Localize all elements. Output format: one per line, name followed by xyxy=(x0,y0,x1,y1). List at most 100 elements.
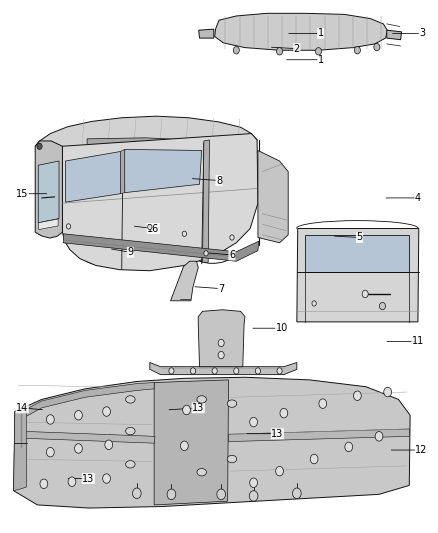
Circle shape xyxy=(312,301,316,306)
Polygon shape xyxy=(35,116,257,165)
Circle shape xyxy=(293,488,301,498)
Ellipse shape xyxy=(197,395,206,403)
Text: 12: 12 xyxy=(415,445,427,455)
Circle shape xyxy=(218,340,224,346)
Circle shape xyxy=(345,442,353,451)
Circle shape xyxy=(68,477,76,487)
Text: 13: 13 xyxy=(192,403,205,413)
Polygon shape xyxy=(202,140,209,262)
Circle shape xyxy=(183,405,191,415)
Text: 14: 14 xyxy=(16,403,28,413)
Polygon shape xyxy=(229,429,409,442)
Circle shape xyxy=(218,351,224,359)
Circle shape xyxy=(310,454,318,464)
Text: 13: 13 xyxy=(271,429,283,439)
Text: 1: 1 xyxy=(318,28,324,38)
Polygon shape xyxy=(199,29,214,38)
Circle shape xyxy=(46,415,54,424)
Text: 10: 10 xyxy=(276,323,288,333)
Circle shape xyxy=(230,235,234,240)
Polygon shape xyxy=(63,134,258,271)
Text: 6: 6 xyxy=(229,250,235,260)
Circle shape xyxy=(277,368,282,374)
Text: 15: 15 xyxy=(16,189,28,199)
Text: 13: 13 xyxy=(82,473,95,483)
Polygon shape xyxy=(14,408,27,491)
Circle shape xyxy=(233,46,239,54)
Text: 11: 11 xyxy=(412,336,424,346)
Text: 16: 16 xyxy=(147,223,159,233)
Circle shape xyxy=(217,489,226,499)
Circle shape xyxy=(353,391,361,400)
Polygon shape xyxy=(38,161,59,223)
Polygon shape xyxy=(387,30,402,39)
Circle shape xyxy=(37,143,42,149)
Circle shape xyxy=(204,251,208,256)
Circle shape xyxy=(276,47,283,55)
Polygon shape xyxy=(15,431,155,443)
Text: 1: 1 xyxy=(318,55,324,64)
Circle shape xyxy=(354,46,360,54)
Polygon shape xyxy=(64,234,259,261)
Polygon shape xyxy=(305,235,409,272)
Polygon shape xyxy=(170,261,198,301)
Circle shape xyxy=(180,441,188,450)
Text: 4: 4 xyxy=(415,193,421,203)
Polygon shape xyxy=(198,310,245,367)
Circle shape xyxy=(148,224,152,230)
Ellipse shape xyxy=(126,427,135,435)
Text: 3: 3 xyxy=(419,28,425,38)
Polygon shape xyxy=(125,149,202,192)
Ellipse shape xyxy=(227,400,237,407)
Polygon shape xyxy=(215,13,388,50)
Polygon shape xyxy=(35,141,63,238)
Text: 7: 7 xyxy=(218,284,224,294)
Circle shape xyxy=(102,407,110,416)
Circle shape xyxy=(362,290,368,297)
Circle shape xyxy=(74,443,82,453)
Circle shape xyxy=(105,440,113,449)
Circle shape xyxy=(167,489,176,499)
Circle shape xyxy=(169,368,174,374)
Text: 5: 5 xyxy=(357,232,363,243)
Circle shape xyxy=(46,447,54,457)
Polygon shape xyxy=(120,149,125,193)
Circle shape xyxy=(249,491,258,501)
Polygon shape xyxy=(15,383,154,422)
Ellipse shape xyxy=(126,461,135,468)
Circle shape xyxy=(384,387,392,397)
Circle shape xyxy=(250,478,258,488)
Ellipse shape xyxy=(227,455,237,463)
Circle shape xyxy=(374,43,380,51)
Circle shape xyxy=(133,488,141,498)
Circle shape xyxy=(276,466,283,476)
Polygon shape xyxy=(39,219,58,230)
Circle shape xyxy=(234,368,239,374)
Polygon shape xyxy=(14,377,410,508)
Polygon shape xyxy=(66,151,120,202)
Circle shape xyxy=(102,474,110,483)
Polygon shape xyxy=(150,362,297,375)
Circle shape xyxy=(319,399,327,408)
Circle shape xyxy=(40,479,48,489)
Circle shape xyxy=(191,368,196,374)
Circle shape xyxy=(379,302,385,310)
Ellipse shape xyxy=(126,395,135,403)
Circle shape xyxy=(280,408,288,418)
Circle shape xyxy=(250,417,258,427)
Polygon shape xyxy=(297,229,419,322)
Circle shape xyxy=(182,231,187,237)
Circle shape xyxy=(315,47,321,55)
Circle shape xyxy=(212,368,217,374)
Circle shape xyxy=(255,368,261,374)
Circle shape xyxy=(375,432,383,441)
Text: 9: 9 xyxy=(127,247,134,257)
Text: 8: 8 xyxy=(216,175,222,185)
Circle shape xyxy=(74,410,82,420)
Text: 2: 2 xyxy=(294,44,300,54)
Ellipse shape xyxy=(197,469,206,476)
Polygon shape xyxy=(87,138,189,154)
Polygon shape xyxy=(154,380,229,505)
Circle shape xyxy=(66,224,71,229)
Polygon shape xyxy=(258,150,288,243)
